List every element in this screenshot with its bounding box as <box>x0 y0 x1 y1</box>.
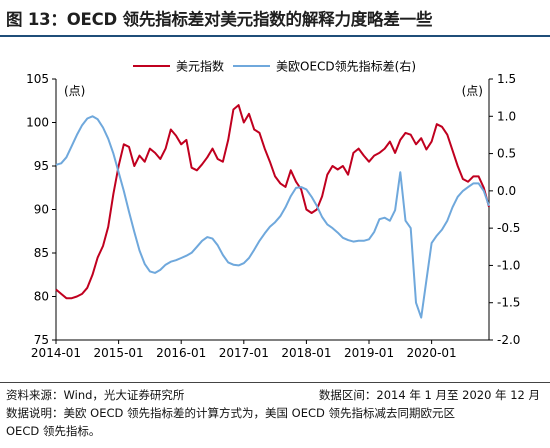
legend: 美元指数 美欧OECD领先指标差(右) <box>133 59 416 74</box>
left-axis-tick-label: 80 <box>34 290 49 304</box>
x-axis-tick-label: 2018-01 <box>281 346 331 358</box>
right-axis-tick-label: 0.0 <box>497 184 516 198</box>
data-explanation-line1: 数据说明：美欧 OECD 领先指标差的计算方式为，美国 OECD 领先指标减去同… <box>6 406 456 420</box>
x-axis-tick-label: 2015-01 <box>94 346 144 358</box>
x-axis-tick-label: 2020-01 <box>407 346 457 358</box>
x-axis-tick-label: 2019-01 <box>344 346 394 358</box>
figure-title-bar: 图 13：OECD 领先指标差对美元指数的解释力度略差一些 <box>0 0 550 37</box>
left-axis-tick-label: 95 <box>34 159 49 173</box>
right-axis-tick-label: -1.0 <box>497 258 520 272</box>
right-axis-tick-label: 0.5 <box>497 147 516 161</box>
footer-divider <box>0 382 550 383</box>
usd-index-line <box>55 104 490 300</box>
right-axis-unit-label: (点) <box>462 84 483 98</box>
left-axis-tick-label: 105 <box>26 72 49 86</box>
axes-group: 105 100 95 90 85 80 75 1.5 1.0 0.5 0.0 -0.5 -1.0 -1.5… <box>26 72 520 358</box>
legend-label-usd-index: 美元指数 <box>176 59 224 74</box>
left-axis-tick-label: 85 <box>34 246 49 260</box>
left-axis-tick-label: 100 <box>26 116 49 130</box>
series-lines <box>55 104 490 319</box>
dual-axis-line-chart: 105 100 95 90 85 80 75 1.5 1.0 0.5 0.0 -0.5 -1.0 -1.5… <box>26 59 520 359</box>
right-axis-tick-label: 1.0 <box>497 109 516 123</box>
right-axis-tick-label: -0.5 <box>497 221 520 235</box>
x-axis-tick-label: 2016-01 <box>156 346 206 358</box>
right-axis-tick-label: 1.5 <box>497 72 516 86</box>
source-note: 资料来源：Wind，光大证券研究所 <box>6 388 185 402</box>
left-axis-tick-label: 75 <box>34 333 49 347</box>
data-range-note: 数据区间：2014 年 1 月至 2020 年 12 月 <box>318 388 540 402</box>
x-axis-tick-label: 2017-01 <box>219 346 269 358</box>
left-axis-unit-label: (点) <box>64 84 85 98</box>
right-axis-tick-label: -2.0 <box>497 333 520 347</box>
x-axis-tick-label: 2014-01 <box>31 346 81 358</box>
left-axis-tick-label: 90 <box>34 203 49 217</box>
oecd-spread-line <box>55 115 490 319</box>
right-axis-tick-label: -1.5 <box>497 296 520 310</box>
figure-title: 图 13：OECD 领先指标差对美元指数的解释力度略差一些 <box>6 10 433 29</box>
data-explanation-line2: OECD 领先指标。 <box>6 424 101 438</box>
legend-label-oecd-spread: 美欧OECD领先指标差(右) <box>276 59 416 74</box>
title-divider <box>0 35 550 37</box>
